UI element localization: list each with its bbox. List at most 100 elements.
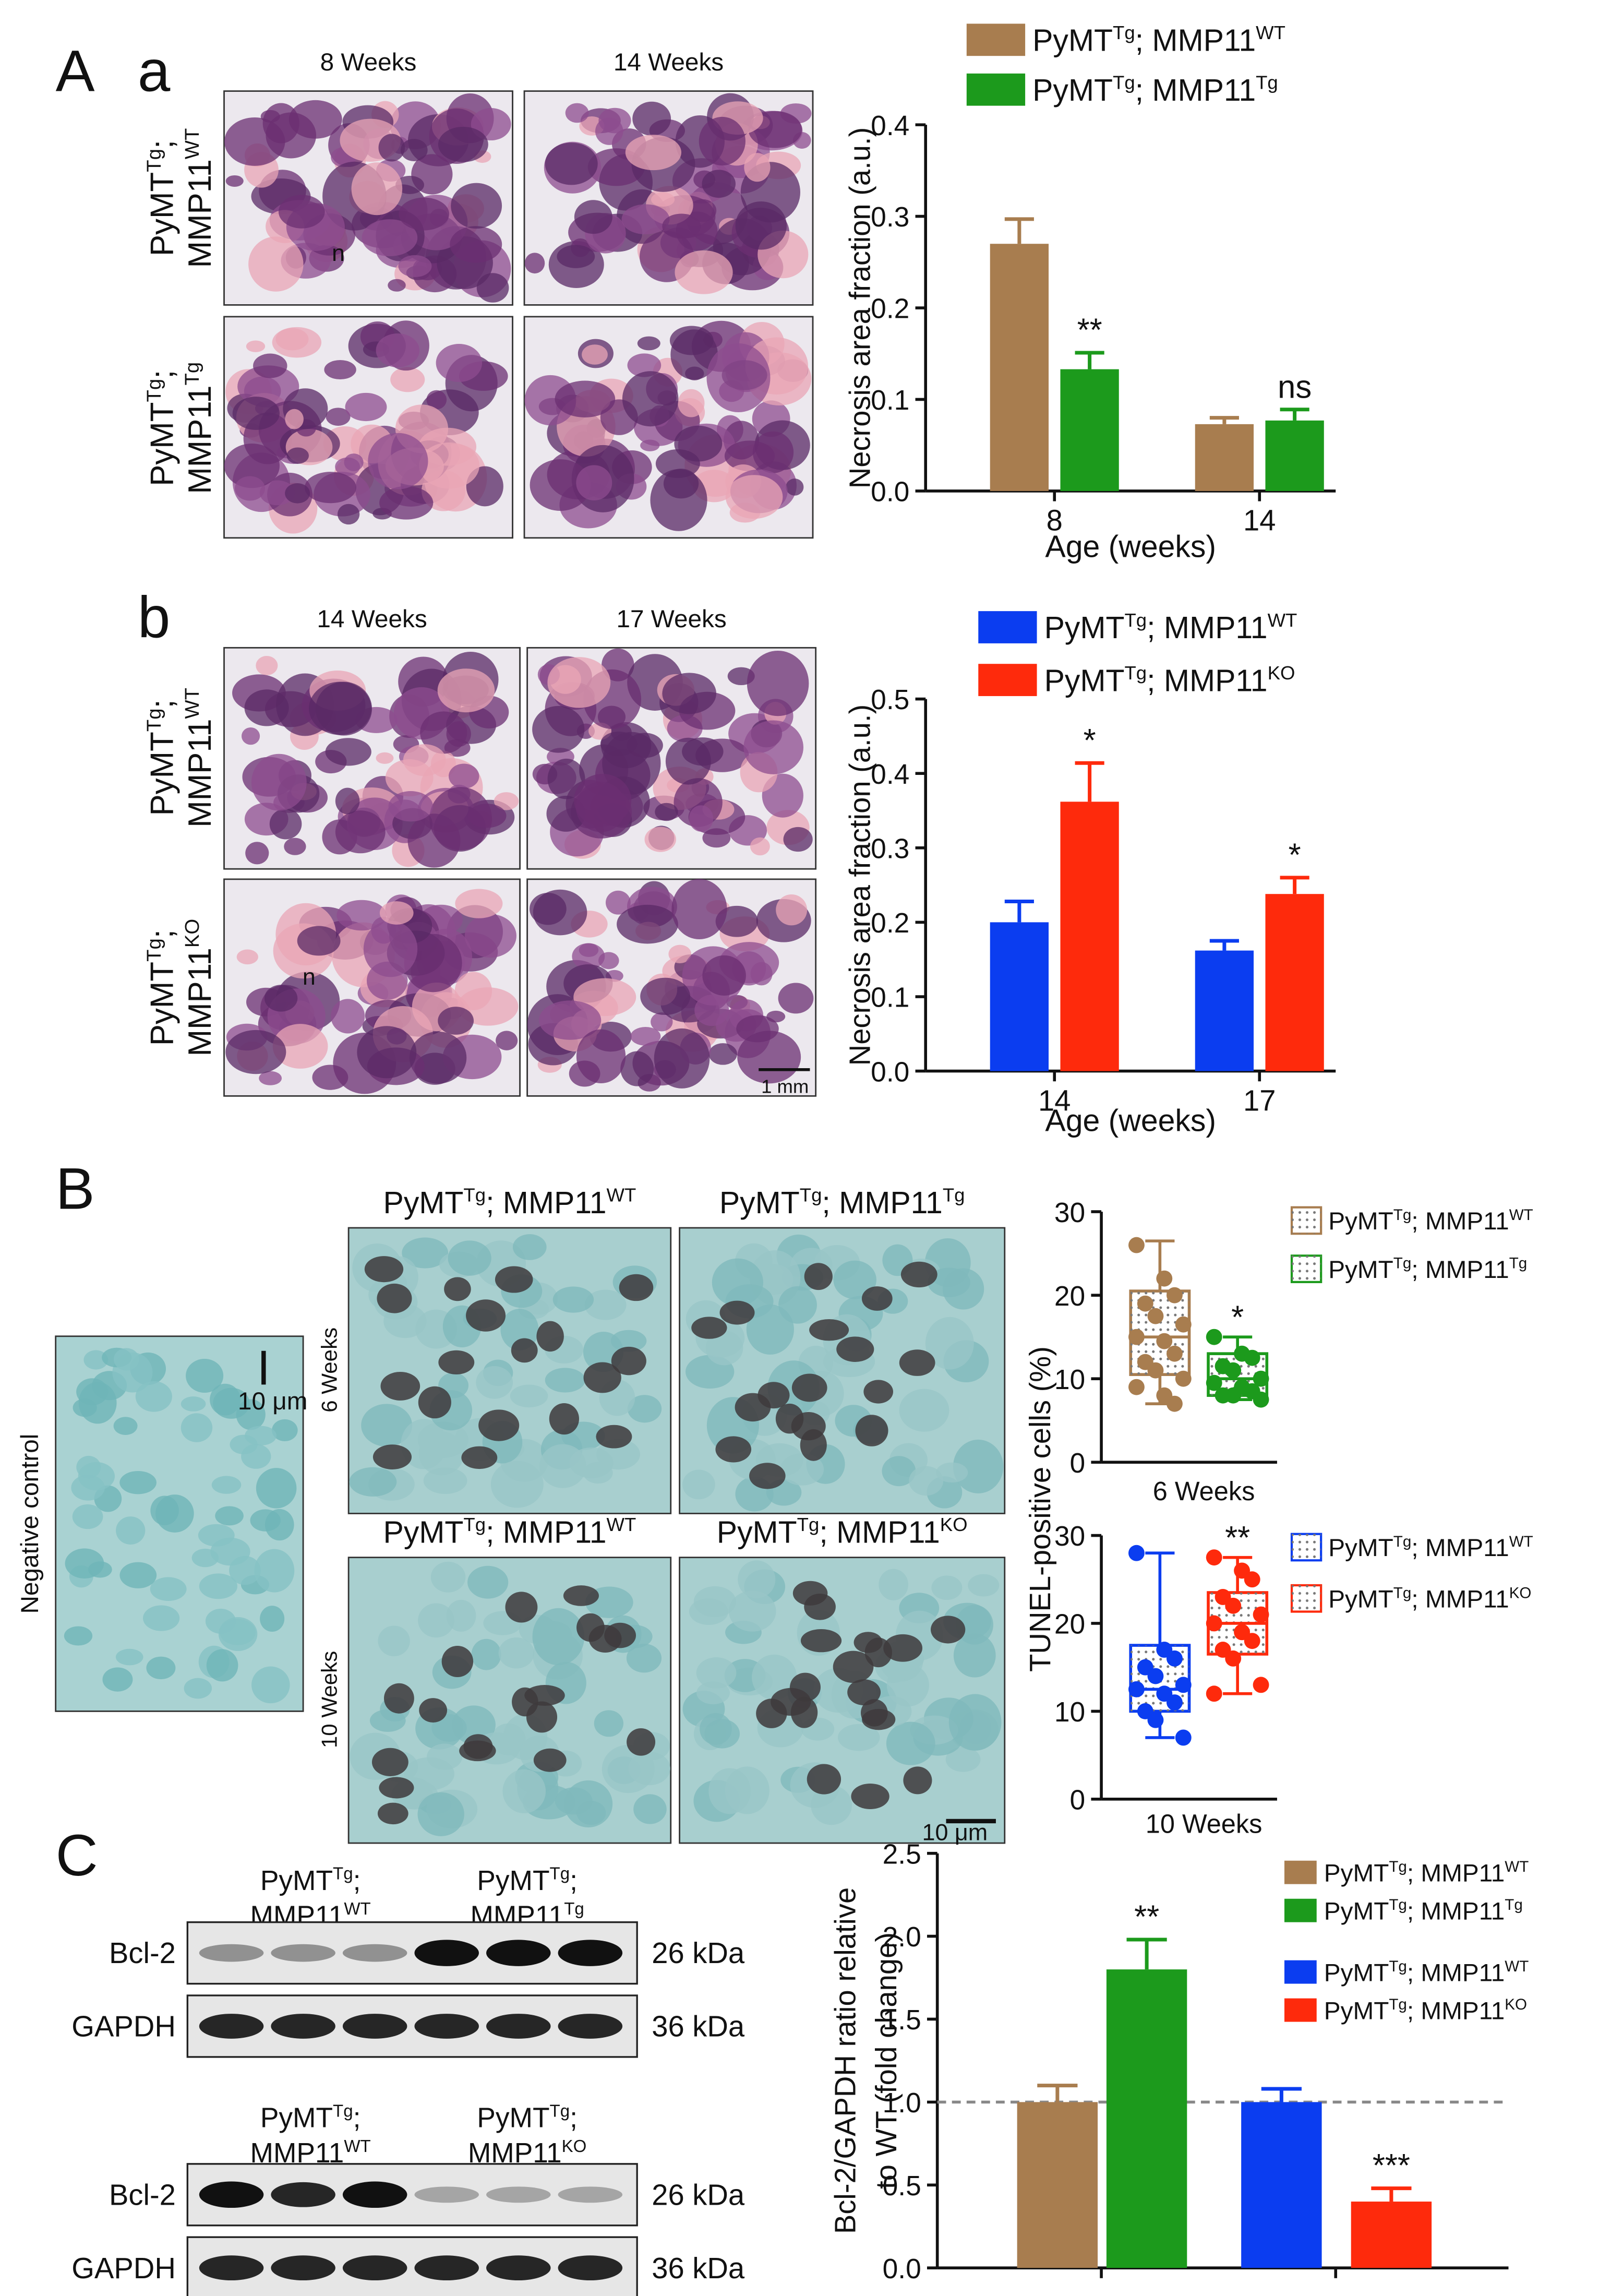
legend-swatch <box>1284 1998 1317 2022</box>
micrograph-detail <box>446 721 471 747</box>
panel-label: A <box>56 38 95 104</box>
stained-nucleus <box>364 1256 404 1283</box>
micrograph-detail <box>260 1606 285 1632</box>
text-part: PyMT <box>383 1186 464 1220</box>
legend-label: PyMTTg; MMP11KO <box>1328 1584 1531 1613</box>
stained-nucleus <box>377 1283 412 1313</box>
significance: * <box>1289 837 1301 873</box>
stained-nucleus <box>749 1463 786 1489</box>
micrograph-detail <box>743 720 804 774</box>
micrograph-detail <box>452 1705 496 1744</box>
x-tick-label: 14 <box>1243 504 1276 537</box>
stained-nucleus <box>380 1371 420 1401</box>
micrograph-detail <box>335 787 360 815</box>
micrograph-detail <box>899 1389 949 1432</box>
blot-band <box>271 1944 335 1962</box>
superscript: WT <box>344 2137 370 2156</box>
stained-nucleus <box>563 1585 599 1606</box>
micrograph-detail <box>628 1751 670 1786</box>
bar <box>1195 424 1254 491</box>
micrograph-detail <box>259 480 295 506</box>
micrograph-detail <box>671 879 727 939</box>
legend-swatch <box>1284 1898 1317 1922</box>
micrograph-detail <box>879 1569 908 1600</box>
micrograph-detail <box>575 782 626 832</box>
superscript: Tg <box>1389 1958 1407 1975</box>
micrograph-detail <box>576 465 612 501</box>
text-part: PyMT <box>1328 1585 1393 1613</box>
text-part: ; MMP11 <box>1147 611 1267 645</box>
data-point <box>1147 1668 1164 1684</box>
text-part: ; <box>144 699 180 708</box>
micrograph-detail <box>143 1605 180 1631</box>
text-part: ; <box>353 1866 361 1896</box>
row-label: MMP11WT <box>181 688 218 828</box>
stained-nucleus <box>377 1802 408 1825</box>
micrograph-detail <box>236 949 258 965</box>
row-label: PyMTTg; <box>143 370 180 486</box>
superscript: KO <box>181 919 203 948</box>
superscript: Tg <box>333 2101 353 2121</box>
micrograph-detail <box>272 1024 328 1069</box>
micrograph-detail <box>345 392 387 422</box>
superscript: Tg <box>1393 1206 1412 1224</box>
stained-nucleus <box>899 1349 935 1376</box>
data-point <box>1128 1379 1145 1395</box>
micrograph-detail <box>215 1506 244 1526</box>
data-point <box>1166 1694 1183 1711</box>
micrograph-detail <box>304 472 356 504</box>
blot-band <box>414 2186 479 2203</box>
y-tick-label: 0.0 <box>871 1057 909 1087</box>
micrograph-detail <box>272 1419 298 1441</box>
micrograph-detail <box>206 1649 238 1682</box>
micrograph-detail <box>627 1395 662 1423</box>
text-part: PyMT <box>144 172 180 256</box>
y-tick-label: 1.0 <box>883 2088 921 2119</box>
y-tick-label: 10 <box>1054 1697 1085 1728</box>
micrograph-detail <box>235 476 266 501</box>
data-point <box>1175 1677 1192 1693</box>
text-part: PyMT <box>1032 24 1113 58</box>
micrograph-detail <box>64 1626 93 1646</box>
micrograph-detail <box>251 1666 290 1704</box>
stained-nucleus <box>549 1403 580 1435</box>
y-axis-label: to WT (fold change) <box>870 1932 903 2189</box>
micrograph-detail <box>245 842 269 865</box>
y-tick-label: 0.3 <box>871 833 909 864</box>
micrograph-detail <box>725 475 783 519</box>
blot-band <box>271 2014 335 2039</box>
micrograph-detail <box>633 1794 667 1824</box>
micrograph-detail <box>533 889 587 936</box>
bar <box>1195 950 1254 1071</box>
significance: ns <box>1278 369 1312 405</box>
micrograph-detail <box>665 737 711 785</box>
micrograph-detail <box>285 483 310 504</box>
micrograph-detail <box>256 1468 297 1509</box>
micrograph-detail <box>119 1562 157 1588</box>
x-axis-label: 10 Weeks <box>1146 1809 1263 1838</box>
micrograph-detail <box>259 1071 282 1085</box>
micrograph-detail <box>754 1264 794 1295</box>
superscript: WT <box>1509 1533 1533 1550</box>
micrograph-detail <box>337 504 360 525</box>
data-point <box>1253 1391 1269 1408</box>
blot-group-label: PyMTTg; <box>260 1864 361 1896</box>
micrograph-detail <box>728 1591 776 1632</box>
micrograph-detail <box>699 116 746 166</box>
text-part: PyMT <box>1044 664 1125 698</box>
micrograph-detail <box>115 1648 143 1666</box>
blot-strip <box>186 1921 638 1985</box>
blot-row-label: GAPDH <box>71 2252 176 2285</box>
micrograph-detail <box>654 1028 710 1089</box>
blot-band <box>271 2255 335 2281</box>
blot-band <box>199 1944 264 1962</box>
micrograph-detail <box>689 805 714 832</box>
micrograph-detail <box>278 195 325 229</box>
micrograph-detail <box>552 1286 594 1313</box>
stained-nucleus <box>833 1651 874 1683</box>
micrograph-detail <box>620 1051 654 1086</box>
superscript: WT <box>607 1514 636 1535</box>
micrograph-detail <box>464 914 516 958</box>
micrograph-detail <box>579 943 599 957</box>
data-point <box>1147 1362 1164 1379</box>
